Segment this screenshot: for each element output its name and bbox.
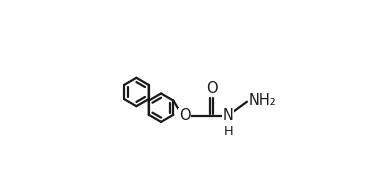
- Text: O: O: [206, 81, 218, 96]
- Text: NH₂: NH₂: [248, 94, 276, 108]
- Text: N: N: [223, 108, 234, 123]
- Text: O: O: [179, 108, 191, 123]
- Text: H: H: [223, 125, 233, 138]
